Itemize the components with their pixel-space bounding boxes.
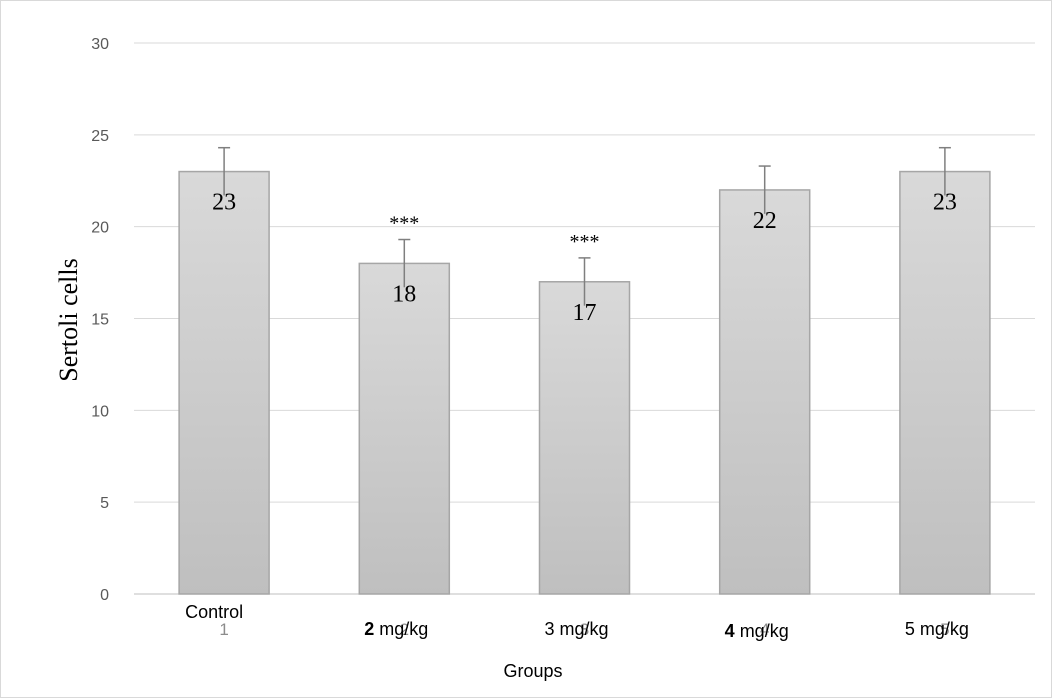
group-label: 5 mg/kg [905, 619, 969, 639]
x-axis-label: Groups [503, 661, 562, 681]
x-tick-label: 5 [940, 620, 949, 639]
bar [178, 170, 270, 595]
y-tick-label: 0 [100, 587, 109, 604]
y-axis-label: Sertoli cells [54, 258, 83, 381]
y-tick-label: 30 [91, 36, 109, 53]
data-label: 18 [392, 281, 416, 307]
group-label: 3 mg/kg [544, 619, 608, 639]
bar [899, 170, 991, 595]
data-label: 23 [212, 190, 236, 216]
y-tick-label: 20 [91, 220, 109, 237]
data-label: 17 [573, 300, 597, 326]
y-tick-label: 10 [91, 403, 109, 420]
x-tick-label: 4 [760, 620, 769, 639]
x-tick-label: 1 [219, 620, 228, 639]
bars: 23 18 *** 17 *** 22 23 [178, 146, 991, 595]
bar [718, 189, 811, 595]
data-label: 23 [933, 190, 957, 216]
bar [358, 262, 451, 595]
y-tick-label: 15 [91, 312, 109, 329]
data-label: 22 [753, 208, 777, 234]
y-tick-label: 25 [91, 128, 109, 145]
group-label: 2 mg/kg [364, 619, 428, 639]
bar [538, 281, 631, 595]
group-labels: Control 2 mg/kg 3 mg/kg 4 mg/kg 5 mg/kg [185, 602, 969, 641]
significance-label: *** [570, 231, 600, 253]
group-label: Control [185, 602, 243, 622]
y-axis-ticks: 0 5 10 15 20 25 30 [91, 36, 109, 604]
x-tick-label: 3 [580, 620, 589, 639]
significance-label: *** [389, 213, 419, 235]
y-tick-label: 5 [100, 495, 109, 512]
x-axis-ticks: 1 2 3 4 5 [219, 620, 949, 639]
group-label: 4 mg/kg [725, 621, 789, 641]
x-tick-label: 2 [400, 620, 409, 639]
